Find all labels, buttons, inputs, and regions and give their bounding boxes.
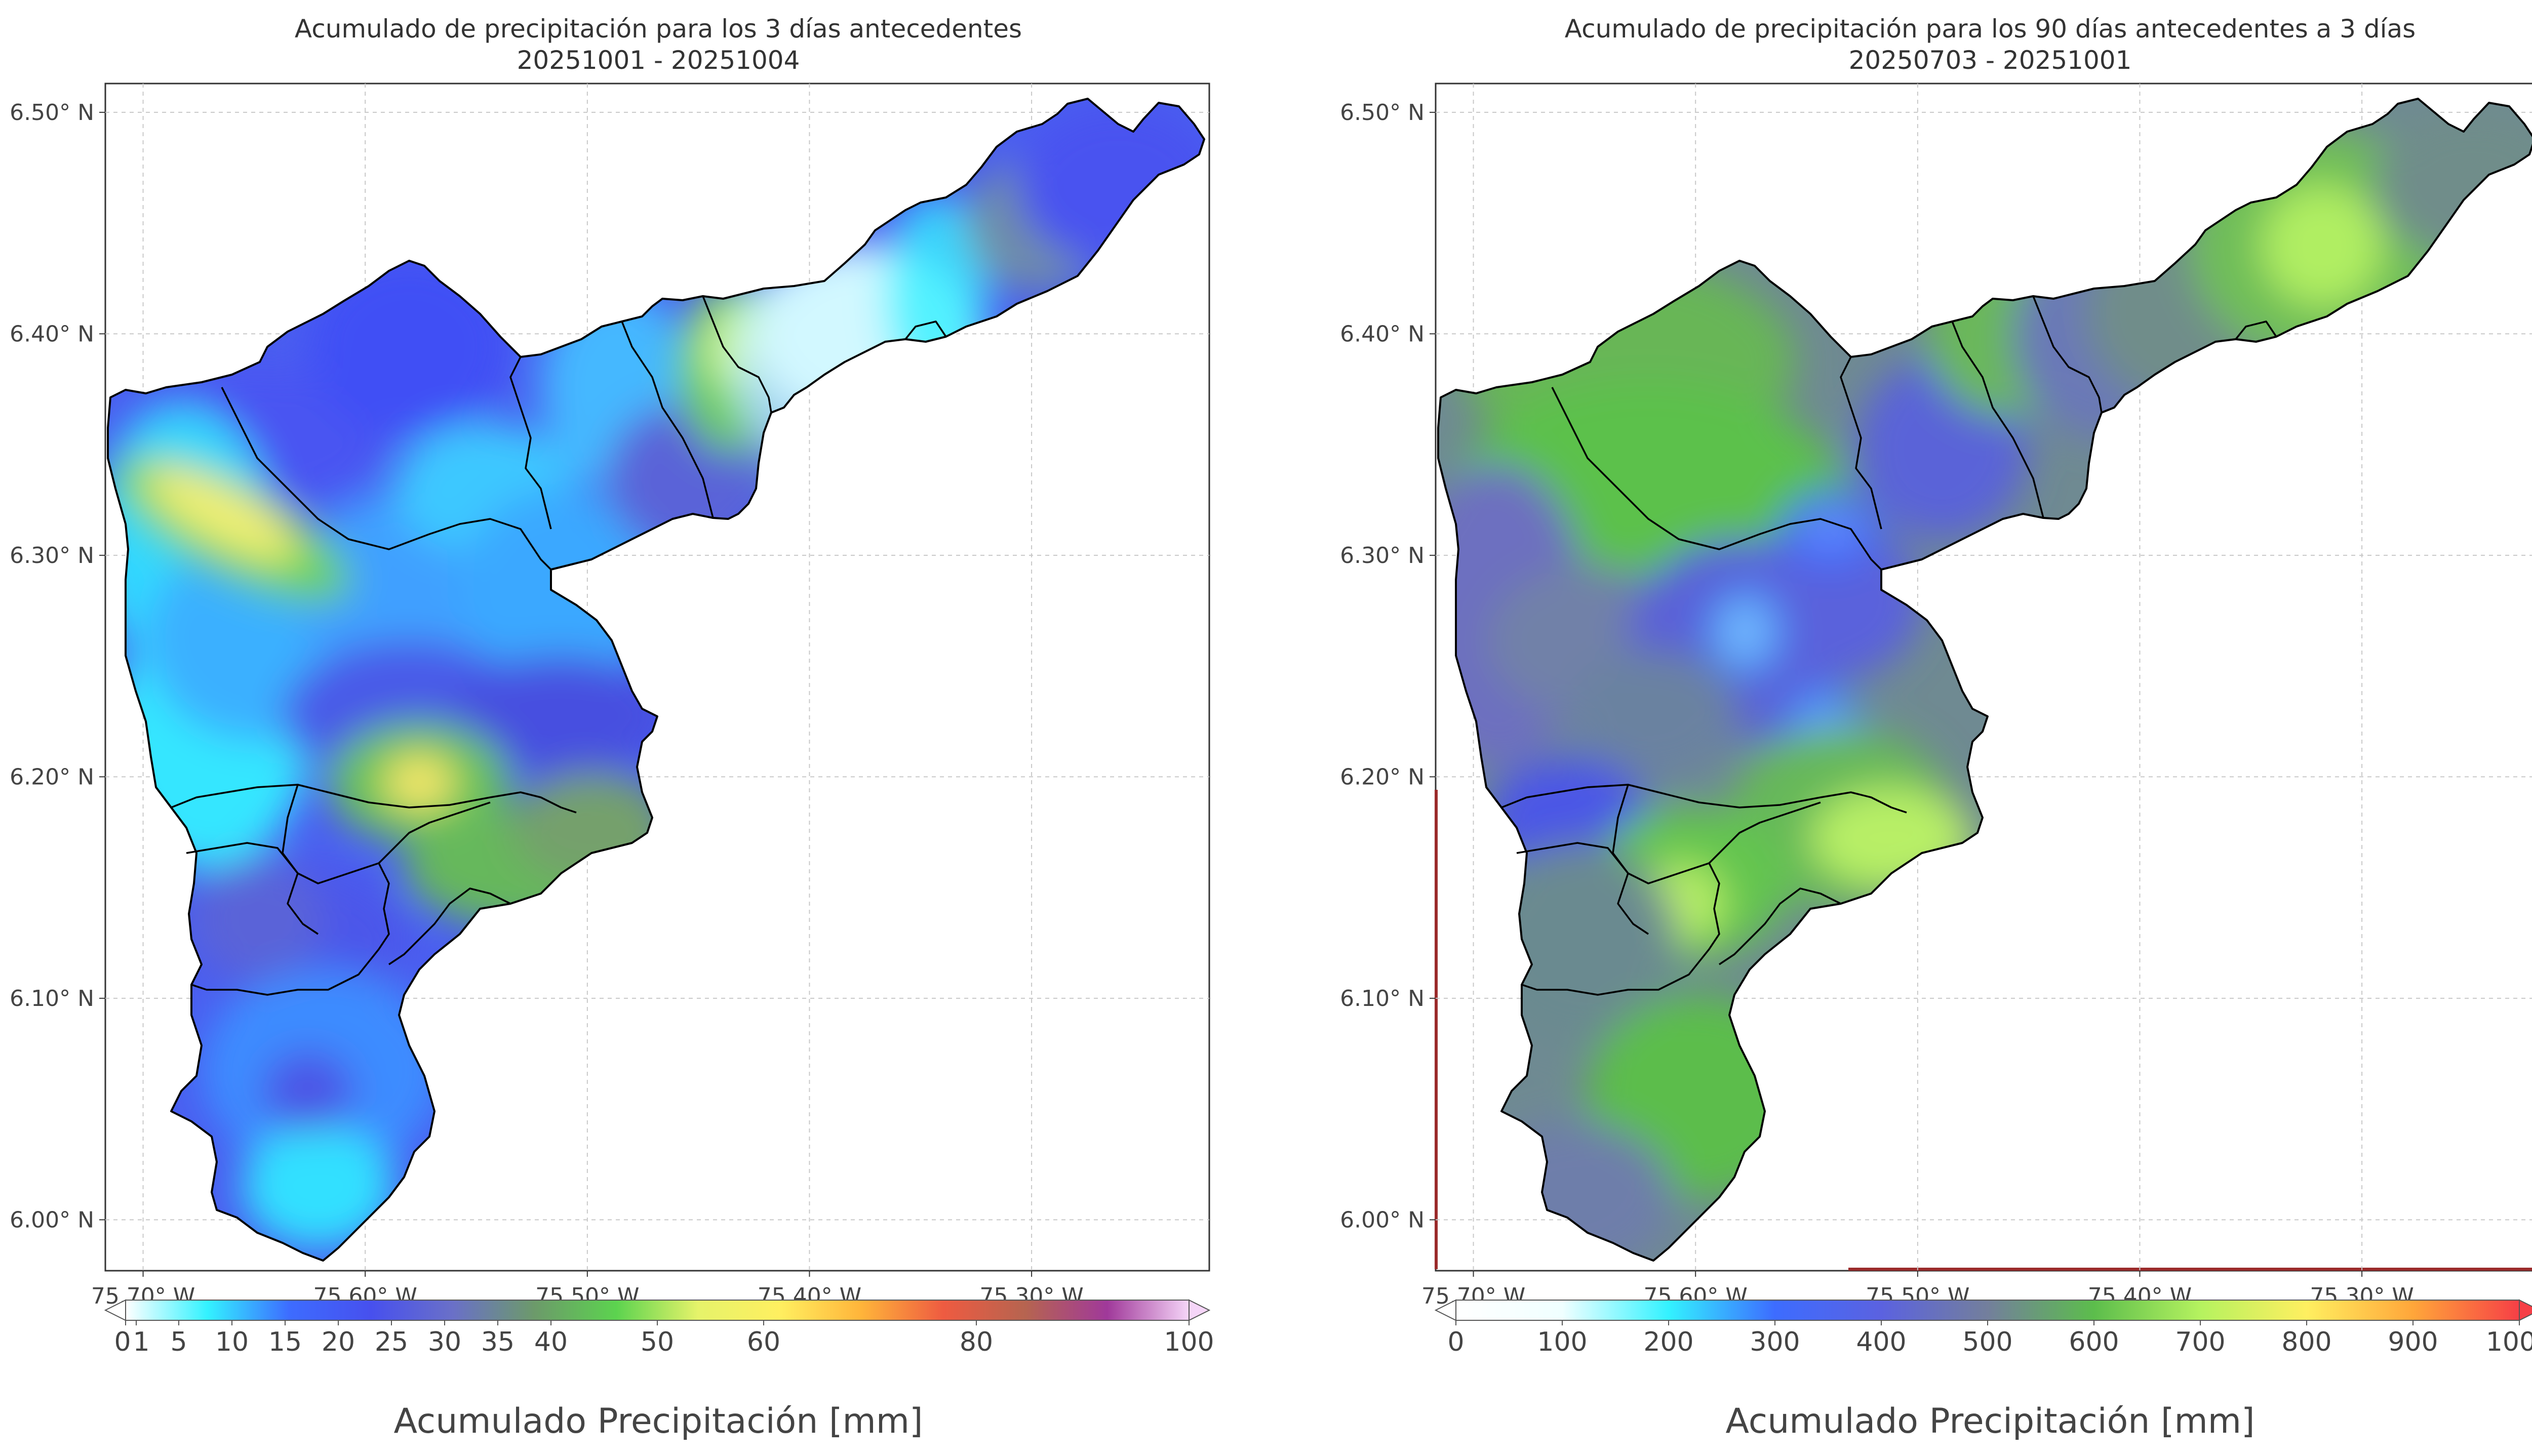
colorbar-bar	[1456, 1300, 2519, 1320]
y-tick-label: 6.30° N	[10, 543, 94, 569]
colorbar-tick-label: 1000	[2486, 1327, 2532, 1357]
municipal-boundary	[2235, 320, 2277, 340]
municipal-boundary	[1840, 356, 1882, 530]
precip-blob	[450, 656, 672, 777]
municipal-boundary	[1551, 387, 1882, 571]
municipal-boundary	[702, 296, 772, 413]
region-outline	[1437, 98, 2532, 1262]
y-tick-label: 6.50° N	[1340, 100, 1425, 126]
colorbar-tick-label: 700	[2175, 1327, 2225, 1357]
y-tick-label: 6.10° N	[1340, 986, 1425, 1012]
municipal-boundary	[904, 320, 947, 340]
region-outline	[107, 98, 1205, 1262]
y-tick-label: 6.20° N	[1340, 764, 1425, 790]
municipal-boundary	[1951, 321, 2044, 518]
colorbar-tick-label: 100	[1537, 1327, 1587, 1357]
colorbar-bar	[126, 1300, 1189, 1320]
colorbar-tick-label: 20	[322, 1327, 355, 1357]
y-tick-label: 6.40° N	[10, 321, 94, 347]
left-colorbar-label: Acumulado Precipitación [mm]	[393, 1401, 923, 1441]
precip-blob	[144, 466, 299, 561]
colorbar-tick-label: 800	[2281, 1327, 2331, 1357]
colorbar-tick-label: 5	[170, 1327, 187, 1357]
precip-blob	[1780, 489, 1881, 570]
colorbar-extend-high	[1189, 1299, 1211, 1321]
precip-blob	[1567, 651, 1739, 782]
municipal-boundary	[1719, 887, 1841, 965]
precip-blob	[1739, 519, 1922, 681]
colorbar-tick-label: 30	[428, 1327, 461, 1357]
left-gridlines	[105, 84, 1209, 1271]
municipal-boundary	[1516, 842, 1720, 996]
municipal-boundary	[186, 842, 390, 996]
precip-blob	[384, 754, 455, 810]
colorbar-tick-label: 80	[960, 1327, 993, 1357]
right-colorbar: 0 100 200 300 400 500 600 700 800 900 1000	[1434, 1299, 2532, 1357]
colorbar-tick-label: 400	[1856, 1327, 1906, 1357]
precip-blob	[262, 1050, 353, 1131]
colorbar-tick-label: 1	[133, 1327, 149, 1357]
y-tick-label: 6.00° N	[10, 1207, 94, 1233]
municipal-boundary	[2032, 296, 2103, 413]
colorbar-tick-label: 40	[534, 1327, 568, 1357]
right-subtitle: 20250703 - 20251001	[1849, 46, 2132, 75]
municipal-boundary	[221, 387, 552, 571]
colorbar-tick-label: 35	[481, 1327, 515, 1357]
colorbar-tick-label: 15	[268, 1327, 302, 1357]
precip-blob	[308, 256, 510, 438]
left-subtitle: 20251001 - 20251004	[517, 46, 800, 75]
y-tick-label: 6.50° N	[10, 100, 94, 126]
municipal-boundary	[1501, 784, 1907, 814]
right-colorbar-label: Acumulado Precipitación [mm]	[1725, 1401, 2254, 1441]
colorbar-tick-label: 100	[1164, 1327, 1214, 1357]
municipal-boundary	[378, 801, 491, 864]
municipal-boundary	[388, 887, 511, 965]
municipal-boundary	[1708, 801, 1821, 864]
precip-blob	[191, 858, 323, 980]
colorbar-tick-label: 500	[1962, 1327, 2012, 1357]
municipal-boundary	[171, 784, 577, 814]
colorbar-tick-label: 0	[1447, 1327, 1464, 1357]
colorbar-tick-label: 900	[2388, 1327, 2438, 1357]
municipal-boundary	[287, 873, 319, 935]
colorbar-tick-label: 200	[1643, 1327, 1693, 1357]
municipal-boundary	[1617, 873, 1649, 935]
municipal-boundary	[621, 321, 714, 518]
y-tick-label: 6.40° N	[1340, 321, 1425, 347]
precip-blob	[1476, 843, 1679, 1045]
colorbar-extend-high	[2519, 1299, 2532, 1321]
left-title: Acumulado de precipitación para los 3 dí…	[295, 14, 1022, 44]
colorbar-tick-label: 300	[1750, 1327, 1800, 1357]
right-map-panel: Acumulado de precipitación para los 90 d…	[1340, 14, 2532, 1441]
y-tick-label: 6.10° N	[10, 986, 94, 1012]
precip-blob	[242, 1126, 394, 1248]
left-y-ticks: 6.50° N 6.40° N 6.30° N 6.20° N 6.10° N 6.00°…	[10, 100, 105, 1233]
right-y-ticks: 6.50° N 6.40° N 6.30° N 6.20° N 6.10° N 6.00°…	[1340, 100, 1436, 1233]
y-tick-label: 6.30° N	[1340, 543, 1425, 569]
colorbar-tick-label: 60	[747, 1327, 780, 1357]
left-map-panel: Acumulado de precipitación para los 3 dí…	[10, 14, 1214, 1441]
right-title: Acumulado de precipitación para los 90 d…	[1565, 14, 2416, 44]
colorbar-tick-label: 25	[375, 1327, 408, 1357]
colorbar-tick-label: 10	[215, 1327, 249, 1357]
colorbar-tick-label: 50	[641, 1327, 674, 1357]
left-colorbar: 0 1 5 10 15 20 25 30 35 40 50 60 80 100	[104, 1299, 1214, 1357]
y-tick-label: 6.20° N	[10, 764, 94, 790]
y-tick-label: 6.00° N	[1340, 1207, 1425, 1233]
precip-blob	[1705, 586, 1786, 677]
municipal-boundary	[509, 356, 552, 530]
colorbar-tick-label: 600	[2069, 1327, 2119, 1357]
colorbar-tick-label: 0	[114, 1327, 131, 1357]
precip-blob	[2261, 185, 2383, 306]
